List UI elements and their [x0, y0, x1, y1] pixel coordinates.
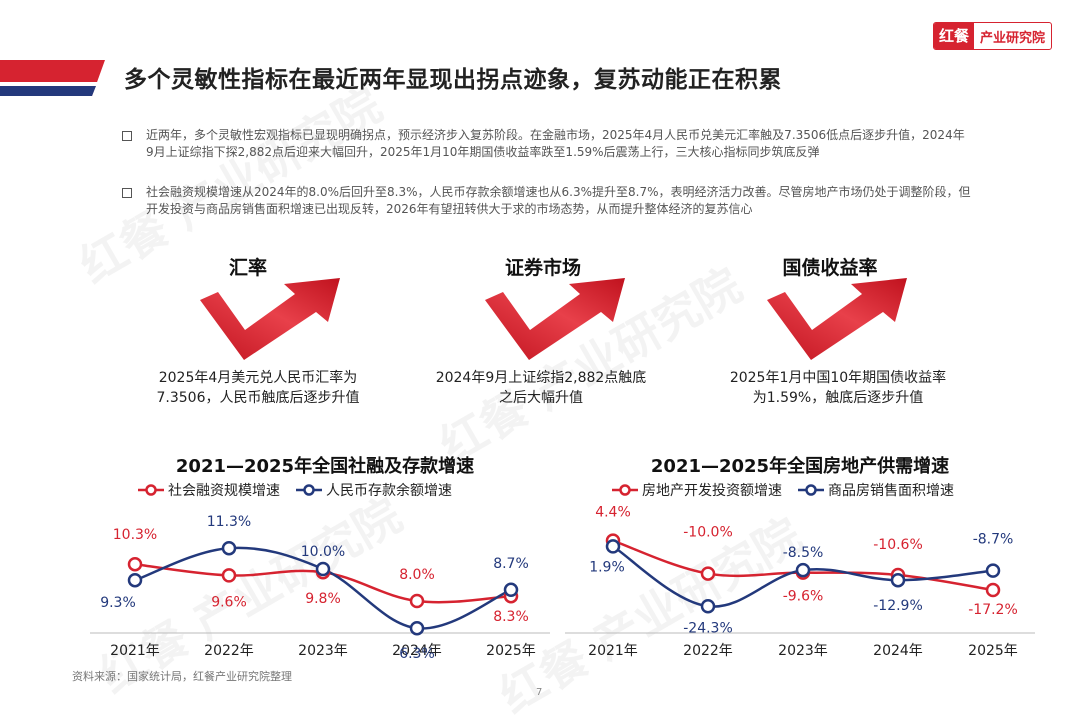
indicator-description: 2025年4月美元兑人民币汇率为7.3506，人民币触底后逐步升值: [156, 370, 360, 406]
data-label: 10.0%: [301, 544, 345, 560]
legend-label: 商品房销售面积增速: [828, 483, 954, 499]
data-label: 8.7%: [493, 556, 529, 572]
page-number: 7: [536, 687, 543, 698]
legend-item: 房地产开发投资额增速: [612, 480, 782, 500]
indicator-description: 2025年1月中国10年期国债收益率为1.59%，触底后逐步升值: [729, 370, 947, 406]
data-label: -9.6%: [783, 589, 824, 605]
data-point: [221, 540, 237, 556]
x-tick-label: 2024年: [873, 643, 923, 659]
legend-label: 房地产开发投资额增速: [642, 483, 782, 499]
legend-label: 人民币存款余额增速: [326, 483, 452, 499]
legend-label: 社会融资规模增速: [168, 483, 280, 499]
x-tick-label: 2022年: [204, 643, 254, 659]
brand-logo: 红餐 产业研究院: [933, 22, 1053, 50]
indicator-description: 2024年9月上证综指2,882点触底之后大幅升值: [435, 370, 647, 406]
data-point: [985, 563, 1001, 578]
data-label: 8.0%: [399, 567, 435, 583]
legend-marker-icon: [296, 484, 322, 496]
data-label: -10.0%: [683, 525, 733, 541]
bullet-square-icon: [122, 188, 132, 198]
data-label: 6.3%: [399, 646, 435, 662]
data-label: 8.3%: [493, 609, 529, 625]
data-label: 11.3%: [207, 514, 251, 530]
x-tick-label: 2025年: [486, 643, 536, 659]
legend-item: 人民币存款余额增速: [296, 480, 452, 500]
x-tick-label: 2022年: [683, 643, 733, 659]
header-accent-band: [0, 60, 105, 96]
x-tick-label: 2025年: [968, 643, 1018, 659]
indicator-title: 汇率: [228, 257, 267, 279]
data-label: 4.4%: [595, 505, 631, 521]
legend-marker-icon: [798, 484, 824, 496]
data-point: [127, 572, 143, 588]
x-tick-label: 2024年: [392, 643, 442, 659]
rising-arrow-icon: [200, 278, 340, 360]
x-tick-label: 2021年: [110, 643, 160, 659]
data-point: [700, 599, 716, 614]
data-label: 9.6%: [211, 594, 247, 610]
data-point: [700, 566, 716, 581]
indicator-title: 证券市场: [504, 257, 581, 279]
legend-item: 社会融资规模增速: [138, 480, 280, 500]
data-label: -8.5%: [783, 545, 824, 561]
bullet-square-icon: [122, 131, 132, 141]
line-chart-real-estate: 2021年 2022年 2023年 2024年 2025年 4.4% -10.0% -9.6%…: [565, 505, 1035, 659]
rising-arrow-icon: [485, 278, 625, 360]
legend-marker-icon: [612, 484, 638, 496]
x-tick-label: 2023年: [778, 643, 828, 659]
data-point: [127, 556, 143, 572]
source-note: 资料来源：国家统计局，红餐产业研究院整理: [72, 670, 292, 683]
data-label: -10.6%: [873, 537, 923, 553]
data-point: [503, 582, 519, 598]
data-label: 9.3%: [100, 595, 136, 611]
chart-legend: 房地产开发投资额增速 商品房销售面积增速: [612, 480, 970, 500]
data-point: [795, 562, 811, 578]
rising-arrow-icon: [767, 278, 907, 360]
data-point: [409, 620, 425, 636]
indicator-title: 国债收益率: [782, 257, 878, 279]
data-label: 1.9%: [589, 559, 625, 575]
chart-title: 2021—2025年全国房地产供需增速: [650, 456, 950, 477]
data-label: -17.2%: [968, 602, 1018, 618]
legend-marker-icon: [138, 484, 164, 496]
data-label: 10.3%: [113, 527, 157, 543]
page-title: 多个灵敏性指标在最近两年显现出拐点迹象，复苏动能正在积累: [124, 67, 782, 93]
data-point: [890, 572, 906, 588]
x-tick-label: 2021年: [588, 643, 638, 659]
bullet-paragraph: 近两年，多个灵敏性宏观指标已显现明确拐点，预示经济步入复苏阶段。在金融市场，20…: [122, 127, 972, 161]
data-point: [221, 568, 237, 583]
data-point: [409, 593, 425, 609]
brand-name: 产业研究院: [980, 30, 1046, 46]
legend-item: 商品房销售面积增速: [798, 480, 954, 500]
line-chart-social-financing: 2021年 2022年 2023年 2024年 2025年 10.3% 9.6% 9.8% 8.…: [90, 514, 550, 662]
data-point: [605, 539, 621, 554]
chart-legend: 社会融资规模增速 人民币存款余额增速: [138, 480, 468, 500]
data-label: -24.3%: [683, 620, 733, 636]
data-label: -8.7%: [973, 532, 1014, 548]
data-point: [315, 561, 331, 577]
bullet-paragraph: 社会融资规模增速从2024年的8.0%后回升至8.3%，人民币存款余额增速也从6…: [122, 184, 972, 218]
x-tick-label: 2023年: [298, 643, 348, 659]
brand-mark: 红餐: [934, 23, 975, 49]
data-label: 9.8%: [305, 591, 341, 607]
bullet-text: 近两年，多个灵敏性宏观指标已显现明确拐点，预示经济步入复苏阶段。在金融市场，20…: [146, 128, 965, 159]
data-label: -12.9%: [873, 598, 923, 614]
chart-title: 2021—2025年全国社融及存款增速: [175, 456, 475, 477]
data-point: [985, 582, 1001, 598]
bullet-text: 社会融资规模增速从2024年的8.0%后回升至8.3%，人民币存款余额增速也从6…: [146, 185, 971, 216]
